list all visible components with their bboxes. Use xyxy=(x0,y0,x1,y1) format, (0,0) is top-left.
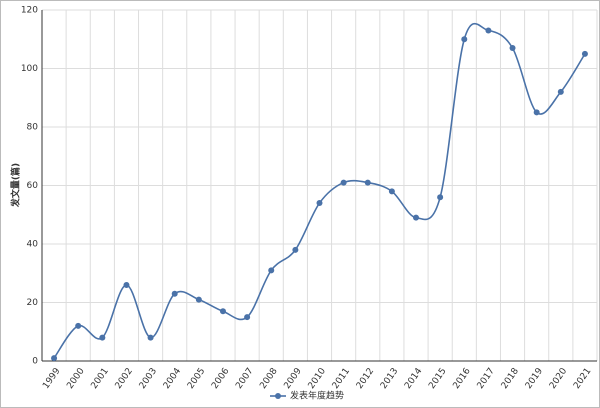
point xyxy=(171,290,178,297)
point xyxy=(364,179,371,186)
x-tick-label: 2016 xyxy=(451,366,472,391)
point xyxy=(123,281,130,288)
x-tick-label: 2006 xyxy=(210,366,231,391)
point xyxy=(75,322,82,329)
x-tick-label: 2004 xyxy=(162,366,183,391)
y-tick-label: 60 xyxy=(27,181,39,191)
y-tick-label: 120 xyxy=(21,6,38,16)
x-tick-label: 1999 xyxy=(41,366,62,391)
point xyxy=(147,334,154,341)
legend-marker xyxy=(275,393,281,399)
x-tick-label: 2014 xyxy=(403,366,424,391)
point xyxy=(51,355,58,362)
point xyxy=(413,214,420,221)
point xyxy=(509,45,516,52)
y-tick-label: 0 xyxy=(32,357,38,367)
point xyxy=(268,267,275,274)
point xyxy=(195,296,202,303)
x-tick-label: 2021 xyxy=(572,366,593,390)
x-tick-label: 2020 xyxy=(548,366,569,391)
point xyxy=(99,334,106,341)
point xyxy=(340,179,347,186)
point xyxy=(316,200,323,207)
point xyxy=(219,308,226,315)
y-tick-label: 20 xyxy=(27,298,39,308)
point xyxy=(292,246,299,253)
point xyxy=(244,314,251,321)
x-tick-label: 2002 xyxy=(114,366,135,390)
y-tick-label: 80 xyxy=(27,123,39,133)
x-tick-label: 2015 xyxy=(427,366,448,390)
point xyxy=(437,194,444,201)
x-tick-label: 2011 xyxy=(331,366,352,390)
x-tick-label: 2019 xyxy=(524,366,545,391)
x-tick-label: 2000 xyxy=(65,366,86,391)
x-tick-label: 2013 xyxy=(379,366,400,390)
x-tick-label: 2017 xyxy=(476,366,497,390)
point xyxy=(557,88,564,95)
x-tick-label: 2012 xyxy=(355,366,376,390)
x-tick-label: 2001 xyxy=(90,366,111,390)
x-tick-label: 2018 xyxy=(500,366,521,391)
point xyxy=(533,109,540,116)
x-tick-label: 2005 xyxy=(186,366,207,390)
y-axis-label: 发文量(篇) xyxy=(10,163,22,208)
x-tick-label: 2003 xyxy=(138,366,159,390)
x-tick-label: 2008 xyxy=(258,366,279,391)
y-tick-label: 100 xyxy=(21,64,38,74)
y-tick-label: 40 xyxy=(27,240,39,250)
x-tick-label: 2010 xyxy=(307,366,328,391)
x-tick-label: 2009 xyxy=(283,366,304,391)
point xyxy=(581,50,588,57)
point xyxy=(461,36,468,43)
line xyxy=(53,23,586,359)
legend-label: 发表年度趋势 xyxy=(290,390,344,402)
point xyxy=(485,27,492,34)
point xyxy=(388,188,395,195)
x-tick-label: 2007 xyxy=(234,366,255,390)
